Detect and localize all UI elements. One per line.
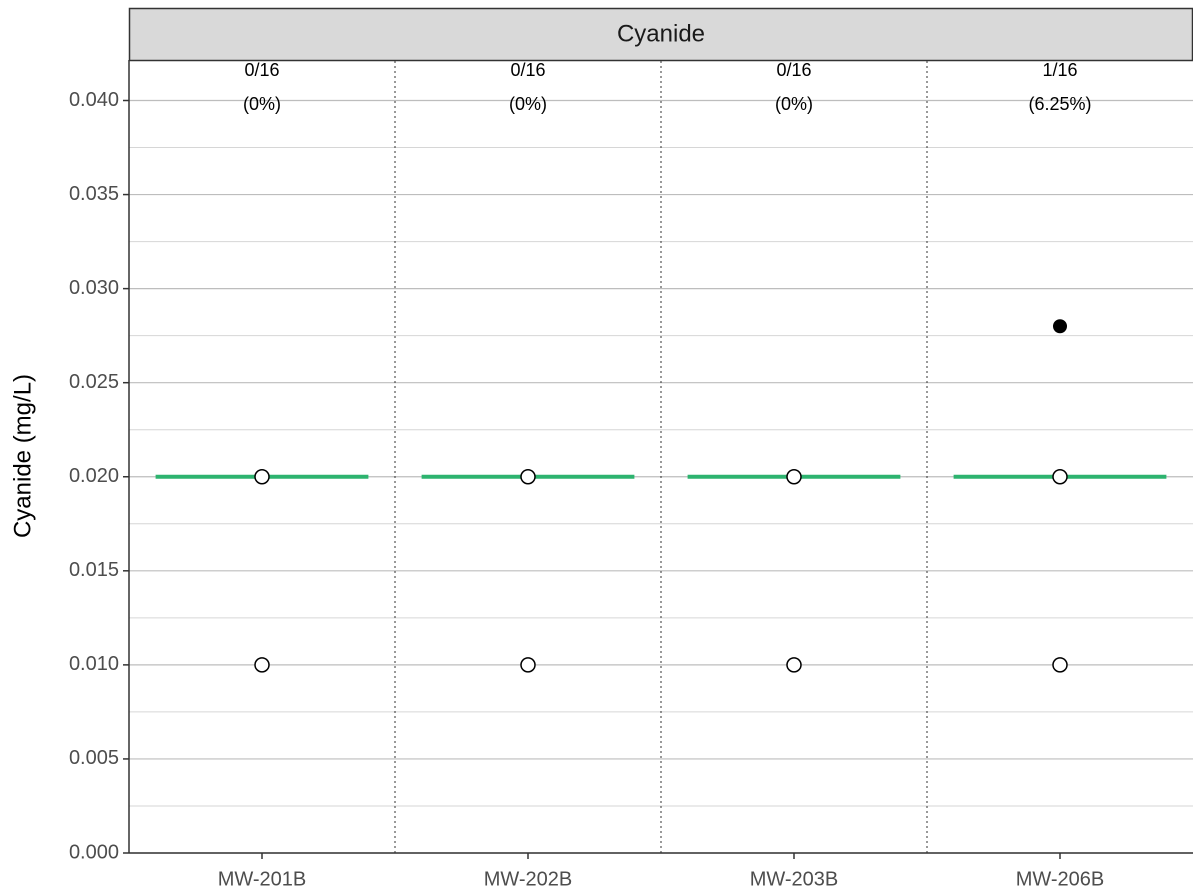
detect-point <box>1053 319 1067 334</box>
x-tick-label: MW-201B <box>218 868 307 890</box>
y-tick-label: 0.040 <box>69 89 119 111</box>
percent-label: (6.25%) <box>1028 94 1091 114</box>
x-tick-label: MW-206B <box>1016 868 1105 890</box>
y-tick-label: 0.005 <box>69 747 119 769</box>
y-tick-label: 0.035 <box>69 183 119 205</box>
x-tick-label: MW-203B <box>750 868 839 890</box>
count-label: 0/16 <box>244 60 279 80</box>
nondetect-point <box>1052 469 1068 485</box>
y-tick-label: 0.025 <box>69 371 119 393</box>
nondetect-point <box>520 657 536 673</box>
nondetect-point <box>254 469 270 485</box>
y-tick-label: 0.000 <box>69 841 119 863</box>
y-tick-label: 0.010 <box>69 653 119 675</box>
y-axis-label: Cyanide (mg/L) <box>9 374 36 538</box>
y-tick-label: 0.020 <box>69 465 119 487</box>
nondetect-point <box>254 657 270 673</box>
percent-label: (0%) <box>509 94 547 114</box>
y-tick-label: 0.015 <box>69 559 119 581</box>
strip <box>128 7 1193 62</box>
nondetect-point <box>786 469 802 485</box>
percent-label: (0%) <box>775 94 813 114</box>
nondetect-point <box>520 469 536 485</box>
percent-label: (0%) <box>243 94 281 114</box>
count-label: 1/16 <box>1042 60 1077 80</box>
count-label: 0/16 <box>776 60 811 80</box>
count-label: 0/16 <box>510 60 545 80</box>
y-tick-label: 0.030 <box>69 277 119 299</box>
x-tick-label: MW-202B <box>484 868 573 890</box>
strip-title: Cyanide <box>617 20 705 47</box>
nondetect-point <box>1052 657 1068 673</box>
nondetect-point <box>786 657 802 673</box>
